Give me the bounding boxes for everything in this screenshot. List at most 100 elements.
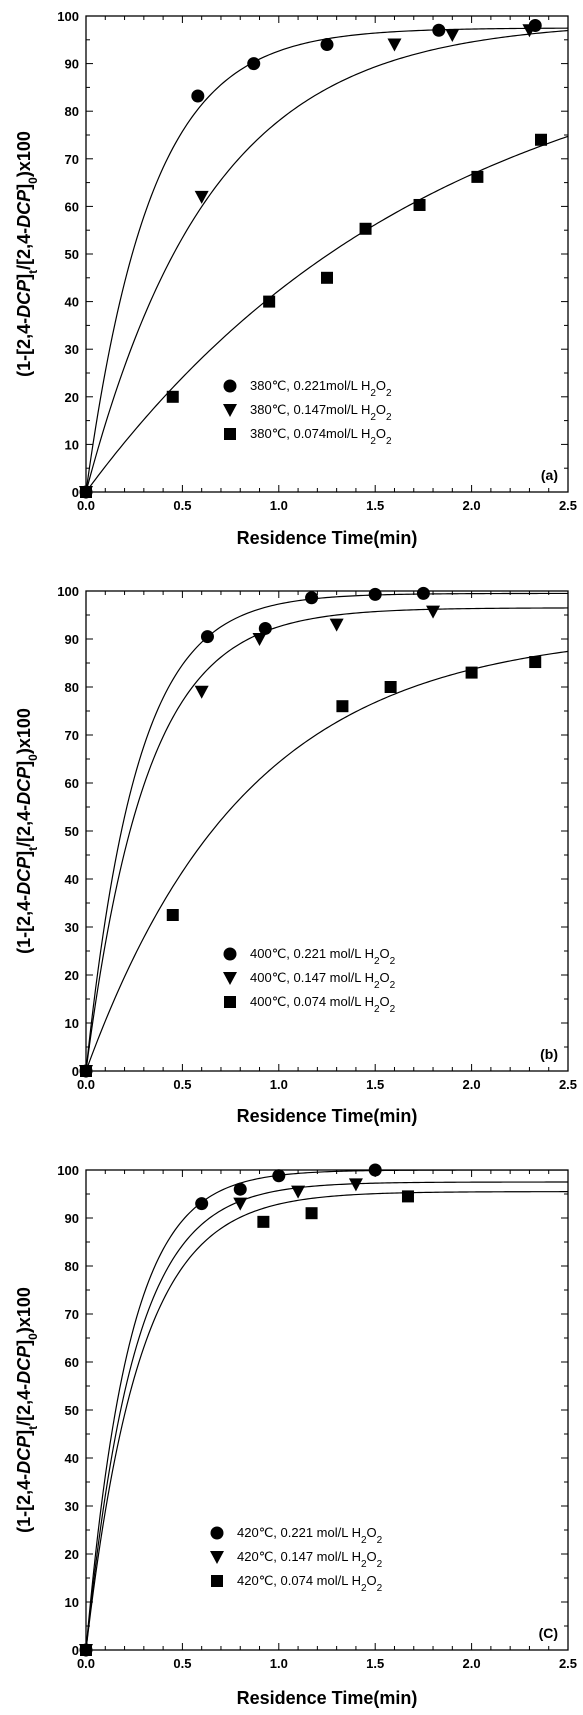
data-point bbox=[321, 271, 333, 284]
y-tick-label: 60 bbox=[65, 199, 79, 214]
y-tick-label: 20 bbox=[65, 1547, 79, 1562]
data-point bbox=[194, 190, 209, 204]
y-tick-label: 90 bbox=[65, 57, 79, 72]
legend-marker bbox=[223, 404, 237, 417]
x-tick-label: 1.5 bbox=[366, 498, 384, 513]
data-point bbox=[529, 656, 542, 669]
data-point bbox=[320, 38, 334, 52]
data-point bbox=[305, 591, 319, 605]
x-tick-label: 1.0 bbox=[270, 1077, 288, 1092]
data-point bbox=[195, 1197, 209, 1211]
legend-label: 400℃, 0.074 mol/L H2O2 bbox=[250, 994, 396, 1015]
data-point bbox=[291, 1185, 306, 1199]
x-tick-label: 0.0 bbox=[77, 1656, 95, 1671]
data-point bbox=[258, 621, 272, 635]
data-point bbox=[252, 633, 267, 646]
legend-label: 400℃, 0.147 mol/L H2O2 bbox=[250, 970, 396, 991]
x-tick-label: 2.0 bbox=[463, 498, 481, 513]
y-tick-label: 20 bbox=[65, 968, 79, 983]
y-tick-label: 0 bbox=[72, 1643, 79, 1658]
x-tick-label: 2.5 bbox=[559, 498, 577, 513]
fit-curve bbox=[86, 29, 568, 492]
data-point bbox=[233, 1182, 247, 1196]
panel-label: (C) bbox=[539, 1625, 558, 1641]
series-3: 400℃, 0.074 mol/L H2O2 bbox=[80, 650, 568, 1077]
data-point bbox=[432, 23, 446, 37]
x-tick-label: 0.0 bbox=[77, 498, 95, 513]
series-2: 420℃, 0.147 mol/L H2O2 bbox=[79, 1178, 568, 1657]
y-tick-label: 90 bbox=[65, 632, 79, 647]
data-point bbox=[247, 57, 261, 71]
legend-marker bbox=[224, 428, 236, 440]
legend-marker bbox=[223, 972, 237, 985]
x-tick-label: 0.5 bbox=[173, 1656, 191, 1671]
y-tick-label: 10 bbox=[65, 1595, 79, 1610]
data-point bbox=[194, 685, 209, 699]
x-tick-label: 0.5 bbox=[173, 498, 191, 513]
legend-label: 380℃, 0.074mol/L H2O2 bbox=[250, 426, 392, 447]
chart-panel-2: 0.0 0.5 1.0 1.5 2.0 2.5 0 10 20 30 40 50 60 70 80 90 100… bbox=[14, 584, 577, 1126]
y-tick-label: 20 bbox=[65, 390, 79, 405]
data-point bbox=[471, 170, 484, 183]
data-point bbox=[401, 1190, 414, 1203]
data-point bbox=[387, 38, 402, 52]
data-point bbox=[257, 1215, 270, 1228]
y-tick-label: 100 bbox=[57, 584, 79, 599]
fit-curve bbox=[86, 1170, 568, 1650]
y-tick-label: 60 bbox=[65, 776, 79, 791]
data-point bbox=[535, 133, 548, 146]
y-tick-label: 80 bbox=[65, 104, 79, 119]
y-tick-label: 80 bbox=[65, 680, 79, 695]
x-tick-label: 2.5 bbox=[559, 1656, 577, 1671]
fit-curve bbox=[86, 1181, 568, 1650]
legend-marker bbox=[211, 1575, 223, 1587]
y-tick-label: 50 bbox=[65, 824, 79, 839]
fit-curve bbox=[86, 592, 568, 1071]
data-point bbox=[263, 295, 276, 308]
fit-curve bbox=[86, 1191, 568, 1650]
y-tick-label: 80 bbox=[65, 1259, 79, 1274]
x-tick-label: 2.0 bbox=[463, 1656, 481, 1671]
x-tick-label: 0.0 bbox=[77, 1077, 95, 1092]
y-tick-label: 50 bbox=[65, 247, 79, 262]
data-point bbox=[416, 586, 430, 600]
y-tick-label: 30 bbox=[65, 342, 79, 357]
legend-label: 380℃, 0.221mol/L H2O2 bbox=[250, 378, 392, 399]
data-point bbox=[465, 666, 478, 679]
plot-frame bbox=[85, 15, 569, 493]
data-point bbox=[80, 1065, 92, 1077]
data-point bbox=[200, 630, 214, 644]
panel-label: (b) bbox=[540, 1046, 558, 1062]
data-point bbox=[522, 24, 537, 38]
data-point bbox=[368, 587, 382, 601]
series-1: 380℃, 0.221mol/L H2O2 bbox=[79, 19, 568, 499]
data-point bbox=[272, 1169, 286, 1183]
data-point bbox=[191, 89, 205, 103]
data-point bbox=[359, 222, 372, 235]
data-point bbox=[368, 1163, 382, 1177]
x-axis-title: Residence Time(min) bbox=[237, 1106, 418, 1126]
legend-marker bbox=[223, 947, 237, 961]
data-point bbox=[80, 486, 92, 498]
data-point bbox=[413, 198, 426, 211]
series-3: 380℃, 0.074mol/L H2O2 bbox=[80, 133, 568, 498]
y-tick-label: 90 bbox=[65, 1211, 79, 1226]
legend-label: 380℃, 0.147mol/L H2O2 bbox=[250, 402, 392, 423]
y-tick-label: 50 bbox=[65, 1403, 79, 1418]
y-tick-label: 100 bbox=[57, 9, 79, 24]
y-tick-label: 100 bbox=[57, 1163, 79, 1178]
data-point bbox=[166, 390, 179, 403]
y-axis-title: (1-[2,4-DCP]t/[2,4-DCP]0)x100 bbox=[14, 708, 40, 954]
fit-curve bbox=[86, 607, 568, 1071]
legend-marker bbox=[224, 996, 236, 1008]
data-point bbox=[426, 605, 441, 619]
series-3: 420℃, 0.074 mol/L H2O2 bbox=[80, 1190, 568, 1656]
y-tick-label: 10 bbox=[65, 437, 79, 452]
y-axis-title: (1-[2,4-DCP]t/[2,4-DCP]0)x100 bbox=[14, 131, 40, 377]
legend-marker bbox=[210, 1551, 224, 1564]
y-tick-label: 70 bbox=[65, 728, 79, 743]
data-point bbox=[348, 1178, 363, 1192]
x-tick-label: 0.5 bbox=[173, 1077, 191, 1092]
legend-label: 400℃, 0.221 mol/L H2O2 bbox=[250, 946, 396, 967]
